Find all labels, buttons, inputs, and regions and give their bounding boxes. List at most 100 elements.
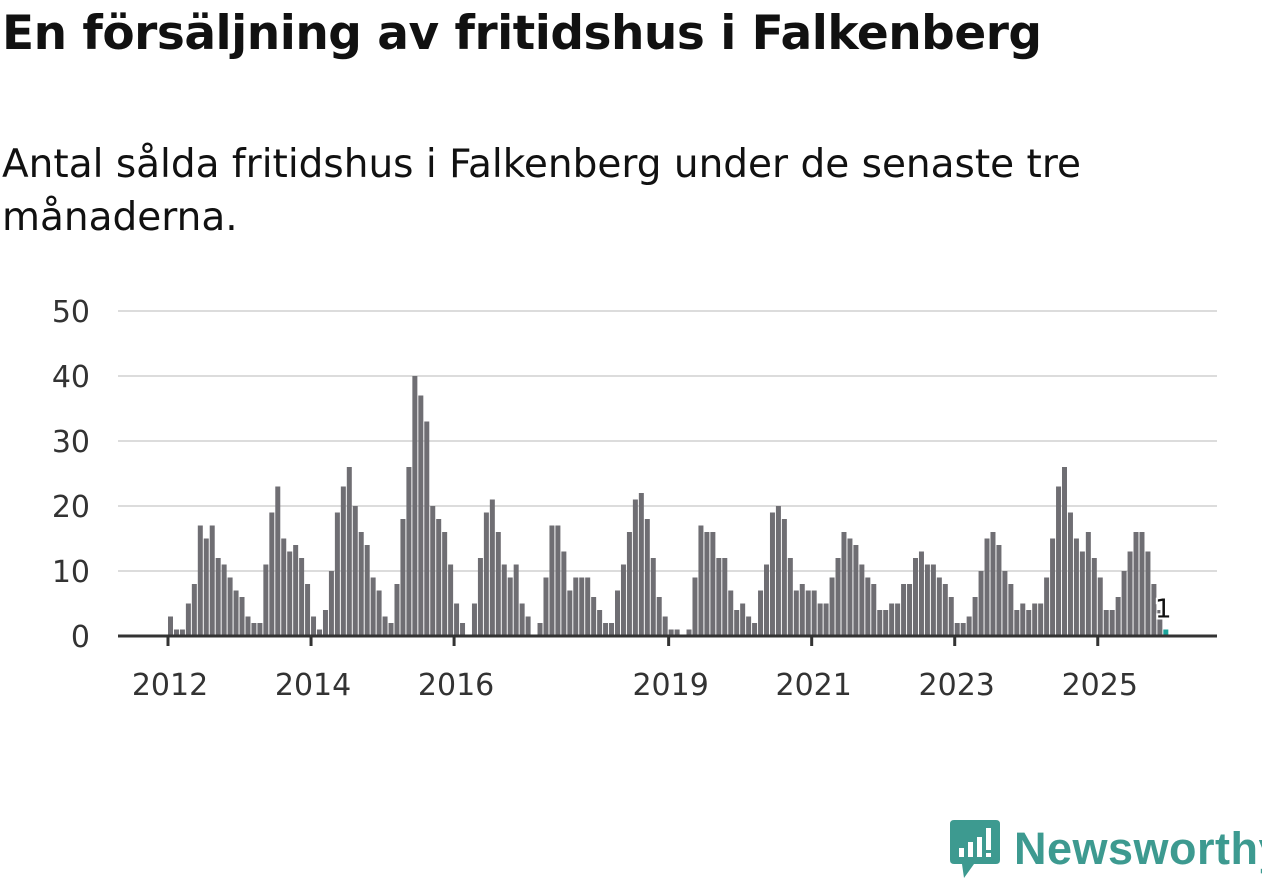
annotations: 1 <box>1153 593 1174 627</box>
bar <box>740 603 746 636</box>
bar <box>442 532 448 636</box>
bar <box>394 584 400 636</box>
bar <box>346 467 352 636</box>
bar <box>907 584 913 636</box>
bar <box>799 584 805 636</box>
bar <box>1038 603 1044 636</box>
bar <box>233 590 239 636</box>
bar <box>364 545 370 636</box>
bar <box>698 525 704 636</box>
bar <box>555 525 561 636</box>
bar <box>352 506 358 636</box>
y-tick-label: 0 <box>71 620 90 655</box>
bar <box>358 532 364 636</box>
bar <box>841 532 847 636</box>
bar <box>984 538 990 636</box>
bar <box>382 616 388 636</box>
bar <box>948 597 954 636</box>
bar <box>549 525 555 636</box>
bar <box>990 532 996 636</box>
bar <box>537 623 543 636</box>
x-tick-label: 2014 <box>275 668 351 703</box>
bar <box>561 551 567 636</box>
bar <box>1121 571 1127 636</box>
bar <box>853 545 859 636</box>
bar <box>889 603 895 636</box>
bar <box>811 590 817 636</box>
bar <box>299 558 305 636</box>
bar <box>615 590 620 636</box>
bar <box>847 538 853 636</box>
bar <box>865 577 871 636</box>
bar <box>805 590 811 636</box>
y-tick-label: 30 <box>52 425 90 460</box>
y-tick-label: 50 <box>52 295 90 330</box>
bar <box>239 597 245 636</box>
y-tick-label: 20 <box>52 490 90 525</box>
bar <box>471 603 477 636</box>
bar <box>620 564 626 636</box>
bar <box>179 629 185 636</box>
bar <box>281 538 287 636</box>
bar <box>489 499 495 636</box>
bar <box>829 577 835 636</box>
bar <box>686 629 692 636</box>
bar <box>936 577 942 636</box>
bar <box>495 532 501 636</box>
bar <box>775 506 781 636</box>
bar <box>1044 577 1050 636</box>
bar <box>1115 597 1121 636</box>
bar <box>1079 551 1085 636</box>
bar <box>1067 512 1073 636</box>
bar <box>573 577 579 636</box>
bar <box>764 564 769 636</box>
bar <box>376 590 382 636</box>
bar <box>960 623 966 636</box>
x-tick-label: 2016 <box>418 668 494 703</box>
bar <box>1133 532 1139 636</box>
x-axis-labels: 2012 2014 2016 2019 2021 2023 2025 <box>132 668 1138 703</box>
bar <box>781 519 787 636</box>
bar <box>793 590 799 636</box>
bar <box>632 499 638 636</box>
bar <box>293 545 299 636</box>
bar <box>1050 538 1056 636</box>
bar <box>1163 629 1169 636</box>
bar <box>924 564 930 636</box>
bar <box>585 577 591 636</box>
y-axis-labels: 0 10 20 30 40 50 <box>52 295 90 655</box>
bar <box>656 597 662 636</box>
bar <box>460 623 466 636</box>
bar <box>966 616 972 636</box>
bar <box>424 421 430 636</box>
bar <box>519 603 525 636</box>
bar <box>287 551 293 636</box>
last-value-label: 1 <box>1155 595 1172 625</box>
bar <box>650 558 656 636</box>
bar <box>334 512 340 636</box>
bar <box>901 584 907 636</box>
bar <box>448 564 454 636</box>
bar <box>668 629 674 636</box>
bar <box>1062 467 1067 636</box>
bar <box>1103 610 1109 636</box>
bar <box>263 564 269 636</box>
bar <box>412 376 418 636</box>
bar <box>507 577 513 636</box>
bar <box>1002 571 1008 636</box>
bar <box>221 564 227 636</box>
bar <box>483 512 489 636</box>
bar <box>1073 538 1079 636</box>
bar <box>322 610 328 636</box>
bar <box>913 558 918 636</box>
bar <box>972 597 978 636</box>
bar <box>609 623 615 636</box>
gridlines <box>118 310 1217 572</box>
newsworthy-logo-icon <box>950 820 1000 878</box>
x-axis <box>118 634 1217 646</box>
bar <box>591 597 597 636</box>
bar-chart: 0 10 20 30 40 50 2012 2014 2016 2019 2021 2023 2025… <box>52 295 1217 703</box>
bar <box>674 629 680 636</box>
bar <box>877 610 883 636</box>
y-tick-label: 10 <box>52 555 90 590</box>
